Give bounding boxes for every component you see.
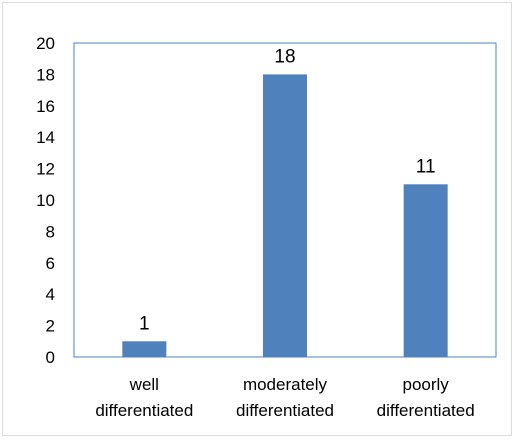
y-tick-label: 6 [46, 254, 55, 273]
bar [403, 184, 448, 357]
x-axis: well differentiated moderately differentiat… [95, 375, 474, 420]
x-tick-label: well [129, 375, 159, 394]
bar-data-label: 11 [416, 156, 436, 177]
y-tick-label: 0 [46, 348, 55, 367]
y-tick-label: 2 [46, 317, 55, 336]
y-axis: 0 2 4 6 8 10 12 14 16 18 20 [36, 34, 55, 367]
x-tick-label: differentiated [236, 401, 334, 420]
y-tick-label: 20 [36, 34, 55, 53]
y-tick-label: 16 [36, 97, 55, 116]
bar-data-label: 18 [274, 46, 295, 67]
x-tick-label: differentiated [95, 401, 193, 420]
y-tick-label: 18 [36, 65, 55, 84]
bar [122, 341, 167, 357]
x-tick-label: differentiated [377, 401, 475, 420]
bars [122, 74, 448, 358]
y-tick-label: 14 [36, 128, 55, 147]
y-tick-label: 12 [36, 160, 55, 179]
x-tick-label: poorly [403, 375, 450, 394]
bar-data-label: 1 [139, 313, 150, 334]
y-tick-label: 8 [46, 222, 55, 241]
y-tick-label: 4 [46, 285, 55, 304]
y-tick-label: 10 [36, 191, 55, 210]
x-tick-label: moderately [243, 375, 328, 394]
data-labels: 1 18 11 [139, 46, 435, 334]
bar [263, 74, 307, 358]
